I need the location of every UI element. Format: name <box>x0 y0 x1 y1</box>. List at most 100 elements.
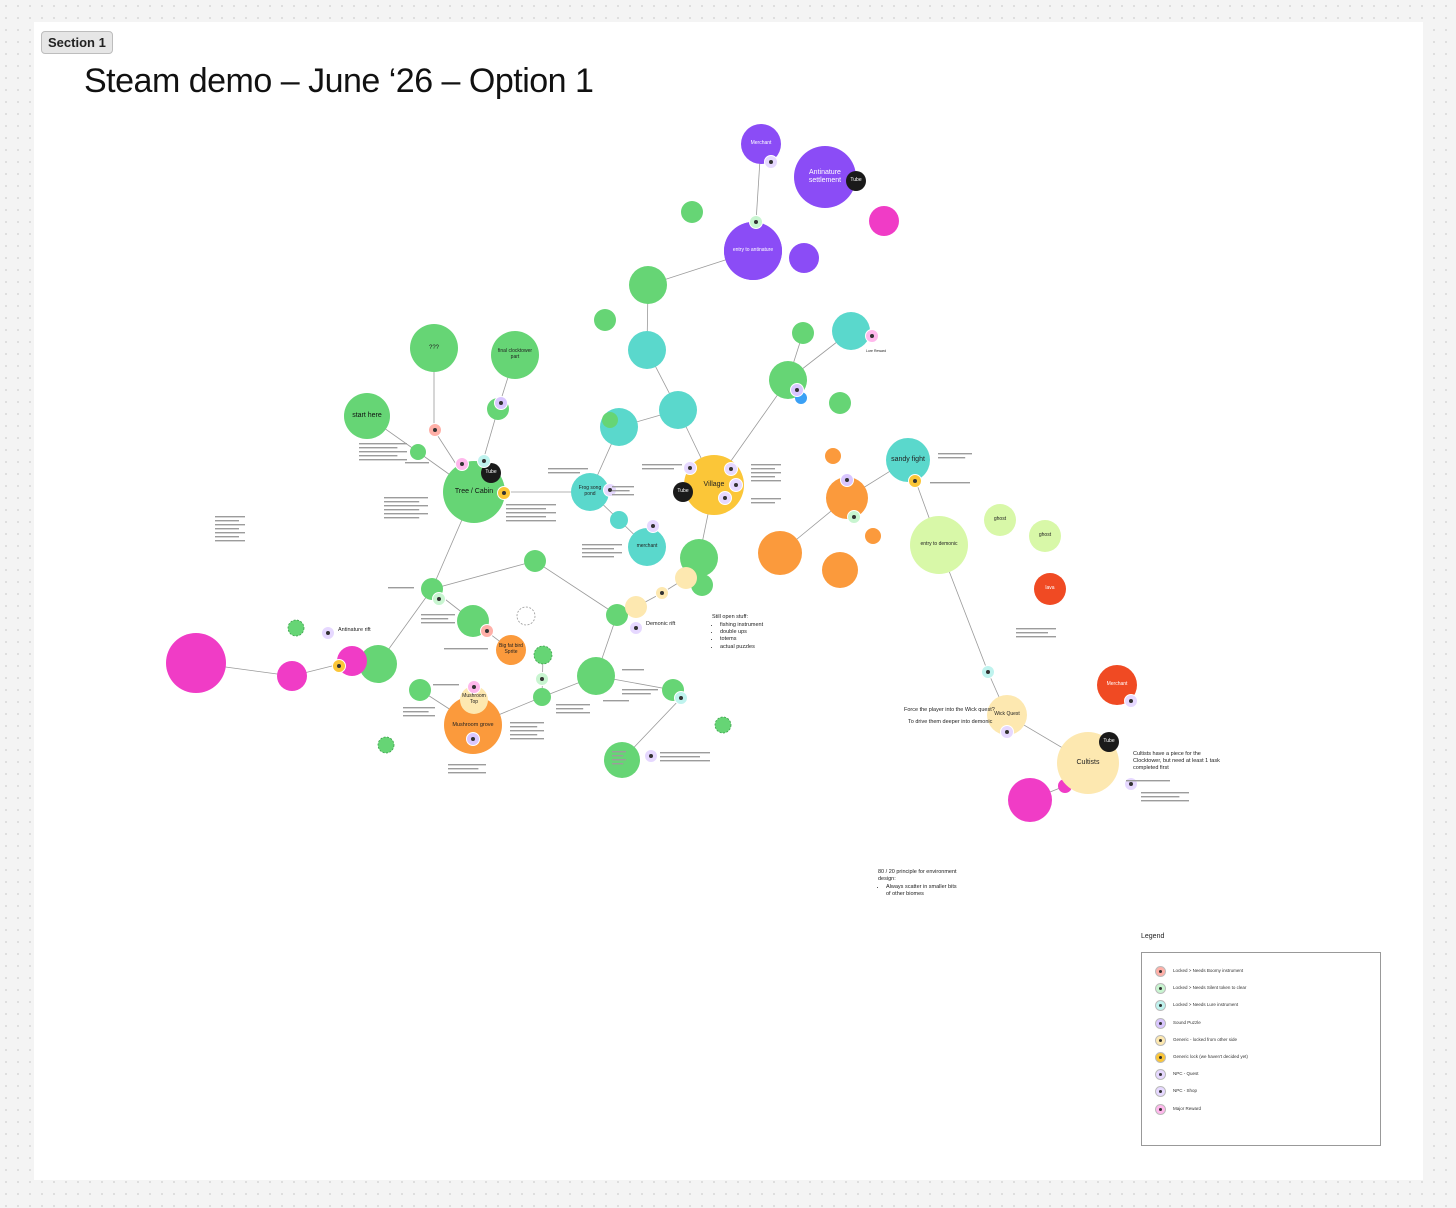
note-scribble <box>938 453 972 455</box>
node <box>524 550 546 572</box>
icon-glyph <box>437 597 441 601</box>
connector <box>646 143 762 486</box>
icon-glyph <box>471 737 475 741</box>
note-scribble <box>388 587 414 589</box>
node-label: ghost <box>993 516 1007 523</box>
note-scribble <box>548 472 580 474</box>
node <box>794 146 856 208</box>
node-label: Frog song pond <box>578 485 602 497</box>
node <box>444 696 502 754</box>
node <box>629 266 667 304</box>
node-label: Tree / Cabin <box>454 487 494 495</box>
icon-glyph <box>460 462 464 466</box>
node <box>571 473 609 511</box>
node-label: Tube <box>485 469 497 476</box>
note: Force the player into the Wick quest? <box>904 707 995 714</box>
note-item: totems <box>720 636 763 643</box>
note-scribble <box>751 472 781 474</box>
node <box>625 596 647 618</box>
note: Cultists have a piece for the Clocktower… <box>1133 751 1223 772</box>
note-text: Antinature rift <box>338 627 371 633</box>
node-label: Mushroom grove <box>452 721 494 728</box>
legend-icon-glyph <box>1159 970 1162 973</box>
legend-label: Sound Puzzle <box>1173 1019 1201 1025</box>
node <box>886 438 930 482</box>
legend-icon <box>1155 1034 1166 1046</box>
note-scribble <box>582 552 622 554</box>
note-scribble <box>556 712 590 714</box>
note-scribble <box>433 684 459 686</box>
note-scribble <box>384 501 420 503</box>
note-scribble <box>421 614 455 616</box>
note-text: Demonic rift <box>646 621 676 627</box>
note-scribble <box>215 528 239 530</box>
note-scribble <box>642 468 674 470</box>
legend-label: NPC - Quest <box>1173 1071 1199 1077</box>
node <box>359 645 397 683</box>
note-scribble <box>642 464 682 466</box>
note-scribble <box>612 490 630 492</box>
legend-icon-glyph <box>1159 1038 1162 1042</box>
note-scribble <box>359 447 398 449</box>
note-scribble <box>612 763 624 765</box>
node <box>681 201 703 223</box>
node-label: ghost <box>1038 532 1052 539</box>
node <box>628 528 666 566</box>
icon-glyph <box>769 160 773 164</box>
node-label: lava <box>1045 585 1055 592</box>
note-scribble <box>582 556 614 558</box>
note-list: Always scatter in smaller bits of other … <box>878 884 960 898</box>
note-text: To drive them deeper into demonic <box>908 719 993 725</box>
legend-icon-glyph <box>1159 1073 1162 1077</box>
node <box>277 661 307 691</box>
note-scribble <box>215 516 245 518</box>
note-scribble <box>421 622 455 624</box>
note-item: actual puzzles <box>720 644 763 651</box>
icon-glyph <box>608 488 612 492</box>
icon-glyph <box>729 467 733 471</box>
note-scribble <box>612 494 634 496</box>
node <box>673 482 693 502</box>
node <box>910 516 968 574</box>
icon-glyph <box>326 631 330 635</box>
node-label: ??? <box>428 344 439 351</box>
icon-glyph <box>723 496 727 500</box>
node <box>825 448 841 464</box>
node-label: Tube <box>677 488 689 495</box>
note-list: fishing instrumentdouble upstotemsactual… <box>712 622 763 651</box>
legend-icon <box>1155 983 1166 995</box>
legend-icon-glyph <box>1159 1056 1162 1059</box>
section-label[interactable]: Section 1 <box>41 31 113 54</box>
note-scribble <box>506 516 546 518</box>
node <box>822 552 858 588</box>
icon-glyph <box>540 677 544 681</box>
note-scribble <box>215 532 245 534</box>
icon-glyph <box>482 459 486 463</box>
node <box>1008 778 1052 822</box>
note-scribble <box>603 700 629 702</box>
icon-glyph <box>986 670 990 674</box>
legend-label: NPC - Shop <box>1173 1088 1198 1094</box>
node-label: Merchant <box>750 140 772 147</box>
note-scribble <box>359 443 407 445</box>
note-scribble <box>384 509 420 511</box>
node <box>491 331 539 379</box>
node-label: Tube <box>850 177 862 184</box>
note-scribble <box>660 760 710 762</box>
legend-label: Locked > Needs Boomy instrument <box>1173 968 1244 973</box>
node <box>987 695 1027 735</box>
note-scribble <box>930 482 970 484</box>
note-scribble <box>359 459 407 461</box>
note-scribble <box>612 486 634 488</box>
node-label: Big fat bird Sprite <box>499 643 523 655</box>
icon-glyph <box>472 685 476 689</box>
icon-glyph <box>1129 782 1133 786</box>
note-scribble <box>548 468 588 470</box>
note-scribble <box>510 734 538 736</box>
note-scribble <box>403 711 429 713</box>
note-text: Cultists have a piece for the Clocktower… <box>1133 751 1220 772</box>
legend-icon-glyph <box>1159 987 1162 991</box>
node-label: Tube <box>1103 738 1115 745</box>
node-label: Cultists <box>1076 758 1100 766</box>
